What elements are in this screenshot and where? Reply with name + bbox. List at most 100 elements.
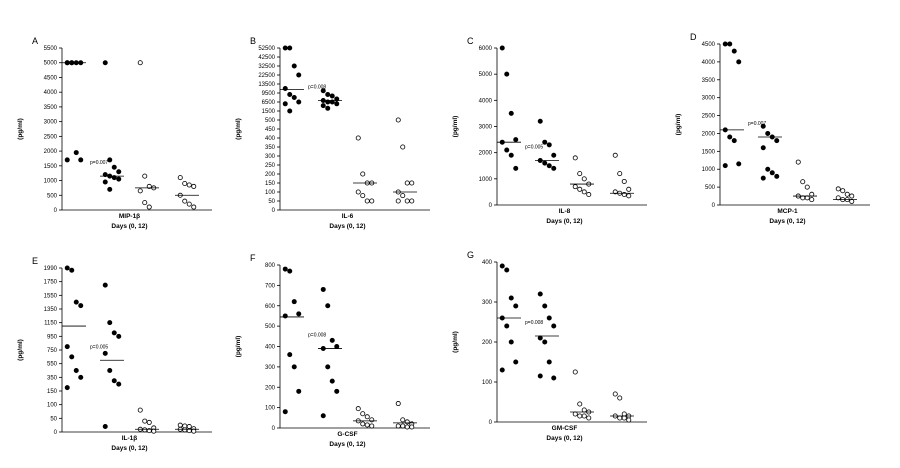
y-axis-title: (pg/ml) — [235, 118, 242, 140]
y-axis-title: (pg/ml) — [452, 116, 459, 138]
panel-g: G 0 100 200 300 400 (pg/ml) p=0.008 GM-CSF Days (… — [452, 250, 647, 442]
x-axis-title: Days (0, 12) — [111, 445, 147, 452]
data-point — [177, 422, 183, 428]
data-point — [364, 422, 370, 428]
y-tick-label: 1000 — [702, 167, 716, 173]
data-point — [73, 367, 79, 373]
data-point — [282, 313, 288, 319]
data-point — [844, 191, 850, 197]
data-point — [64, 344, 70, 350]
y-tick-label: 150 — [47, 389, 58, 395]
x-axis-title: Days (0, 12) — [546, 218, 582, 225]
y-tick-label: 600 — [265, 304, 276, 310]
data-point — [177, 175, 183, 181]
y-tick-label: 3500 — [44, 105, 58, 111]
y-tick-label: 100 — [47, 403, 58, 409]
data-point — [765, 166, 771, 172]
data-point — [795, 159, 801, 165]
data-point — [287, 92, 293, 98]
data-point — [107, 367, 113, 373]
data-point — [809, 197, 815, 203]
y-tick-label: 32500 — [258, 64, 275, 70]
y-tick-label: 9500 — [262, 91, 276, 97]
x-axis-title: Days (0, 12) — [546, 435, 582, 442]
y-tick-label: 4000 — [44, 90, 58, 96]
data-point — [551, 152, 557, 158]
data-point — [73, 150, 79, 156]
data-point — [296, 99, 302, 105]
data-point — [840, 188, 846, 194]
p-value-label: p=0.008 — [308, 333, 326, 339]
y-tick-label: 400 — [265, 345, 276, 351]
y-tick-label: 500 — [47, 193, 58, 199]
y-tick-label: 0 — [489, 203, 493, 209]
y-tick-label: 42500 — [258, 55, 275, 61]
data-point — [581, 413, 587, 419]
data-point — [111, 378, 117, 384]
data-point — [291, 299, 297, 305]
data-point — [572, 369, 578, 375]
data-point — [146, 419, 152, 425]
y-tick-label: 5000 — [479, 72, 493, 78]
data-point — [612, 152, 618, 158]
data-point — [621, 178, 627, 184]
data-point — [186, 201, 192, 207]
data-point — [325, 92, 331, 98]
data-point — [499, 263, 505, 269]
data-point — [727, 134, 733, 140]
data-point — [102, 424, 108, 430]
data-point — [537, 291, 543, 297]
y-tick-label: 50 — [50, 416, 57, 422]
data-point — [320, 88, 326, 94]
y-axis-title: (pg/ml) — [17, 118, 24, 140]
data-point — [64, 385, 70, 391]
data-point — [287, 108, 293, 114]
data-point — [395, 117, 401, 123]
y-tick-label: 1500 — [702, 149, 716, 155]
data-point — [107, 320, 113, 326]
data-point — [400, 144, 406, 150]
data-point — [617, 395, 623, 401]
data-point — [765, 130, 771, 136]
data-point — [369, 417, 375, 423]
data-point — [329, 99, 335, 105]
data-point — [395, 401, 401, 407]
data-point — [364, 414, 370, 420]
data-point — [736, 59, 742, 65]
data-point — [325, 105, 331, 111]
data-point — [287, 268, 293, 274]
data-point — [508, 110, 514, 116]
y-tick-label: 100 — [265, 406, 276, 412]
data-point — [849, 193, 855, 199]
data-point — [182, 198, 188, 204]
y-tick-label: 300 — [265, 154, 276, 160]
data-point — [617, 415, 623, 421]
y-tick-label: 300 — [482, 300, 493, 306]
panel-f: F 0 100 200 300 400 500 600 700 800 (pg/ml) p=0.008… — [235, 253, 430, 448]
data-point — [572, 184, 578, 190]
panel-letter: D — [690, 32, 697, 42]
data-point — [626, 417, 632, 423]
data-point — [142, 173, 148, 179]
panel-letter: E — [32, 256, 38, 266]
y-tick-label: 1500 — [262, 109, 276, 115]
data-point — [102, 179, 108, 185]
data-point — [504, 71, 510, 77]
category-label: MIP-1β — [119, 213, 140, 220]
data-point — [111, 164, 117, 170]
data-point — [513, 137, 519, 143]
data-point — [400, 193, 406, 199]
data-point — [400, 423, 406, 429]
y-tick-label: 0 — [272, 208, 276, 214]
data-point — [320, 286, 326, 292]
data-point — [364, 198, 370, 204]
y-tick-label: 5000 — [44, 61, 58, 67]
data-point — [546, 315, 552, 321]
category-label: IL-8 — [559, 208, 571, 215]
data-point — [621, 415, 627, 421]
data-point — [542, 339, 548, 345]
data-point — [116, 176, 122, 182]
y-tick-label: 1000 — [44, 179, 58, 185]
y-tick-label: 22500 — [258, 73, 275, 79]
